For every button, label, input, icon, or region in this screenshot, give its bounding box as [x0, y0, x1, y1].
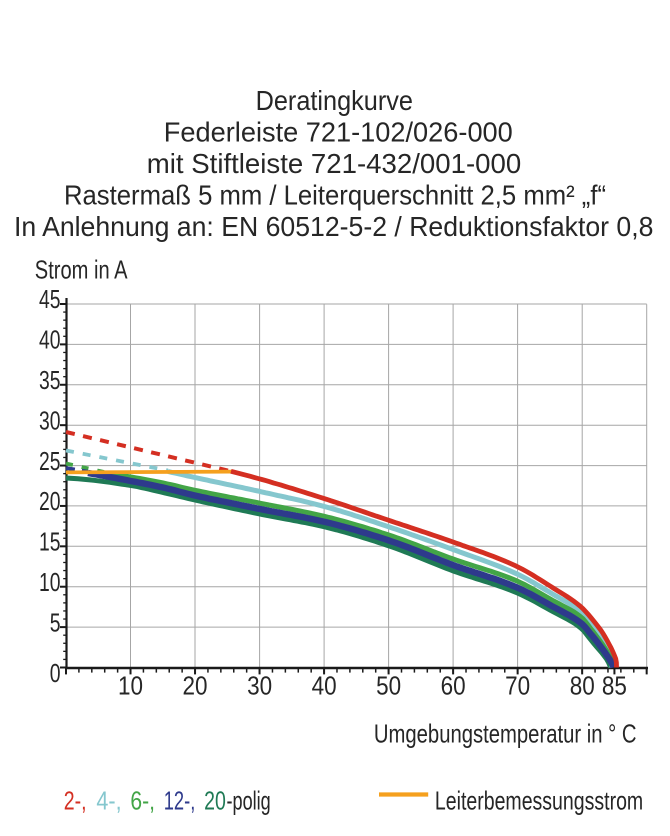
svg-text:20: 20 [183, 670, 208, 700]
svg-text:35: 35 [39, 365, 61, 395]
svg-text:70: 70 [505, 670, 530, 700]
svg-text:30: 30 [247, 670, 272, 700]
svg-text:5: 5 [50, 607, 61, 637]
svg-text:60: 60 [441, 670, 466, 700]
svg-text:In Anlehnung an: EN 60512-5-2: In Anlehnung an: EN 60512-5-2 / Reduktio… [14, 211, 654, 242]
svg-text:2-,: 2-, [64, 786, 87, 816]
svg-text:Leiterbemessungsstrom: Leiterbemessungsstrom [435, 786, 643, 816]
svg-text:Strom in A: Strom in A [35, 254, 128, 284]
svg-text:50: 50 [376, 670, 401, 700]
svg-text:25: 25 [39, 446, 61, 476]
svg-text:6-,: 6-, [130, 786, 155, 816]
svg-text:45: 45 [39, 284, 61, 314]
svg-text:10: 10 [39, 567, 61, 597]
svg-text:0: 0 [50, 658, 61, 688]
svg-text:40: 40 [312, 670, 337, 700]
svg-text:Umgebungstemperatur in ° C: Umgebungstemperatur in ° C [374, 719, 637, 749]
svg-text:15: 15 [39, 527, 61, 557]
svg-text:10: 10 [118, 670, 143, 700]
svg-text:Federleiste 721-102/026-000: Federleiste 721-102/026-000 [164, 117, 513, 148]
svg-text:30: 30 [39, 405, 61, 435]
svg-text:Rastermaß 5 mm / Leiterquersch: Rastermaß 5 mm / Leiterquerschnitt 2,5 m… [64, 180, 606, 211]
svg-text:40: 40 [39, 325, 61, 355]
svg-text:mit Stiftleiste 721-432/001-00: mit Stiftleiste 721-432/001-000 [147, 148, 522, 179]
svg-text:85: 85 [602, 670, 627, 700]
svg-text:12-,: 12-, [164, 786, 196, 816]
svg-text:20: 20 [204, 786, 226, 816]
svg-text:Deratingkurve: Deratingkurve [256, 85, 413, 116]
svg-text:20: 20 [39, 486, 61, 516]
svg-text:80: 80 [570, 670, 595, 700]
svg-text:4-,: 4-, [96, 786, 121, 816]
svg-text:-polig: -polig [227, 786, 271, 816]
